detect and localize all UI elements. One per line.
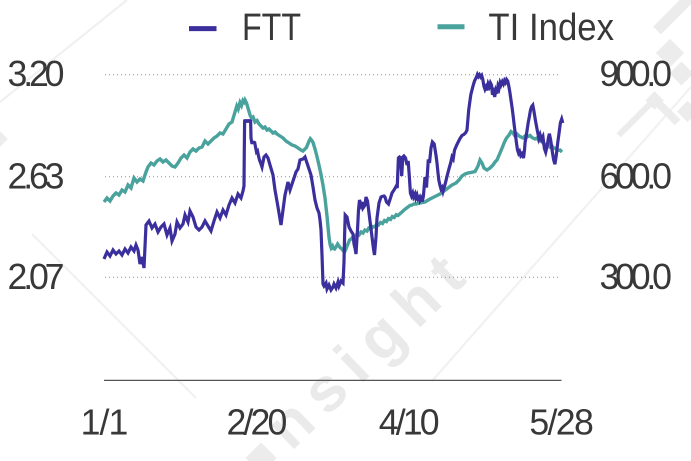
svg-text:5/28: 5/28 [529,402,593,442]
svg-text:3.20: 3.20 [8,54,65,94]
svg-text:2/20: 2/20 [227,402,288,442]
svg-text:TI Index: TI Index [488,6,614,49]
svg-text:600.0: 600.0 [600,156,673,196]
svg-text:300.0: 300.0 [600,257,673,297]
svg-text:1/1: 1/1 [81,402,129,442]
svg-text:FTT: FTT [242,6,301,49]
svg-text:2.63: 2.63 [8,156,65,196]
svg-text:2.07: 2.07 [8,257,65,297]
svg-text:4/10: 4/10 [379,402,440,442]
svg-text:900.0: 900.0 [600,54,673,94]
